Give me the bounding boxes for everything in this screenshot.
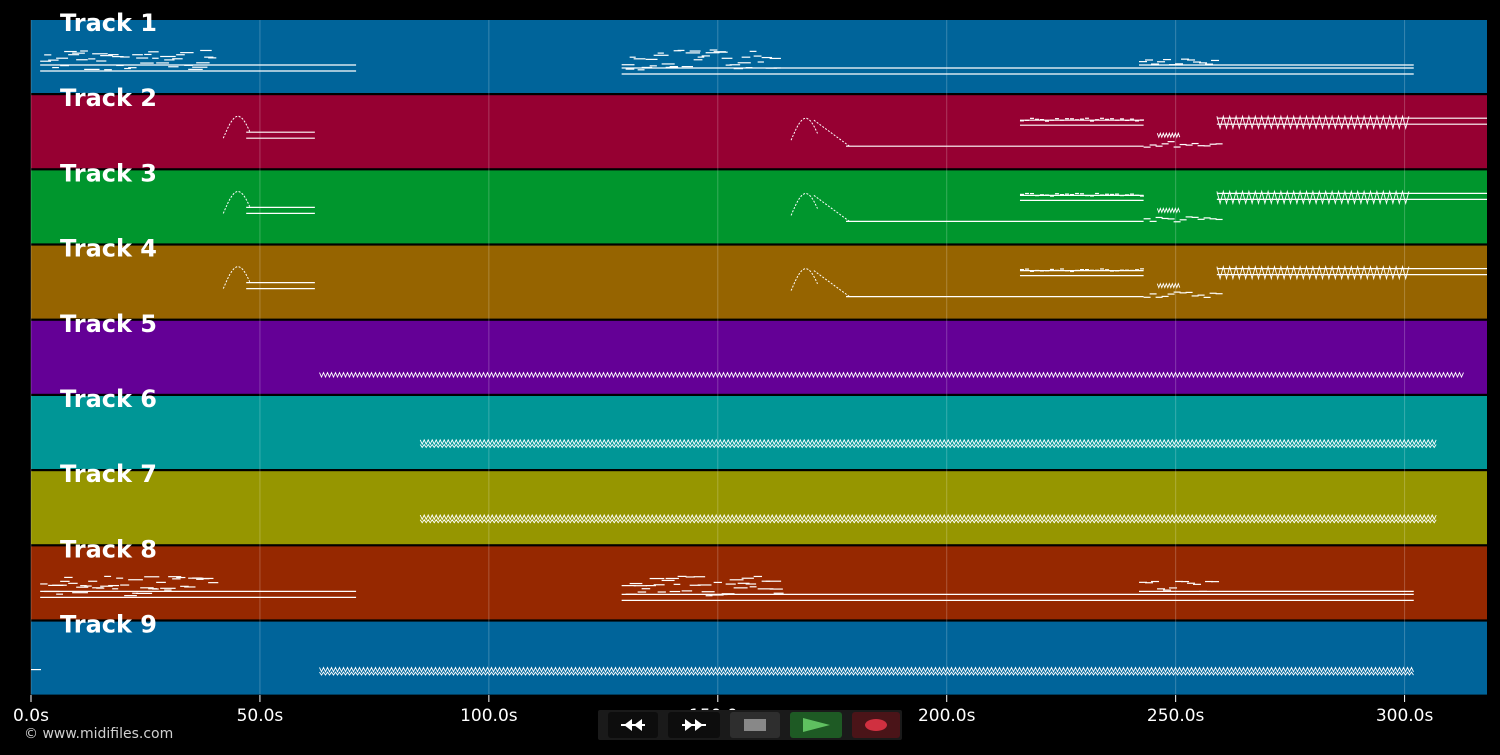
rewind-button[interactable] [608,712,658,738]
note-run [319,671,1414,676]
stop-button[interactable] [730,712,780,738]
track-label-2: Track 2 [60,84,157,112]
track-notes-4 [222,264,1487,298]
note-run [813,119,851,148]
note-run [1156,207,1181,214]
note-run [222,115,251,139]
track-label-8: Track 8 [60,535,157,563]
record-button[interactable] [852,712,900,738]
copyright-text: © www.midifiles.com [24,726,174,742]
record-icon [865,719,887,731]
play-button[interactable] [790,712,842,738]
note-run [813,194,851,223]
note-run [222,266,251,289]
play-icon [803,718,830,732]
fast-forward-icon [682,719,706,731]
track-notes-3 [222,189,1487,223]
track-label-4: Track 4 [60,235,157,263]
track-notes-2 [222,114,1487,148]
stop-icon [744,719,766,731]
note-run [790,192,818,216]
tick-label: 200.0s [918,706,976,726]
note-run [813,270,851,298]
track-labels: Track 1 Track 2 Track 3 Track 4 Track 5 Track… [60,9,157,639]
track-lanes [31,20,1487,695]
note-run [1156,131,1181,139]
track-label-3: Track 3 [60,159,157,187]
track-notes-1 [40,49,1414,75]
tick-label: 300.0s [1376,706,1434,726]
transport-controls [598,710,902,740]
note-run [790,268,818,291]
tick-label: 0.0s [13,706,49,726]
tick-label: 50.0s [237,706,284,726]
track-label-6: Track 6 [60,385,157,413]
tick-label: 100.0s [460,706,518,726]
track-lane-9 [31,621,1487,695]
track-label-5: Track 5 [60,310,157,338]
note-run [419,438,1437,446]
note-run [319,371,1464,379]
tick-label: 250.0s [1147,706,1205,726]
track-label-7: Track 7 [60,460,157,488]
track-lane-5 [31,320,1487,394]
track-lane-8 [31,546,1487,620]
track-notes-6 [419,438,1437,449]
track-notes-8 [40,575,1414,602]
track-notes-7 [419,513,1437,524]
note-run [319,666,1414,673]
track-label-1: Track 1 [60,9,157,37]
fast-forward-button[interactable] [668,712,720,738]
note-run [1216,114,1410,130]
note-run [1156,282,1181,289]
note-run [1216,264,1410,281]
note-run [1216,189,1410,206]
note-run [222,190,251,214]
track-notes-5 [319,371,1464,379]
track-label-9: Track 9 [60,611,157,639]
rewind-icon [621,719,645,731]
note-run [419,513,1437,521]
track-lane-6 [31,396,1487,469]
note-events [31,49,1487,676]
note-run [419,443,1437,449]
track-lane-7 [31,471,1487,545]
track-notes-9 [31,666,1414,676]
note-run [419,518,1437,524]
note-run [790,117,818,141]
